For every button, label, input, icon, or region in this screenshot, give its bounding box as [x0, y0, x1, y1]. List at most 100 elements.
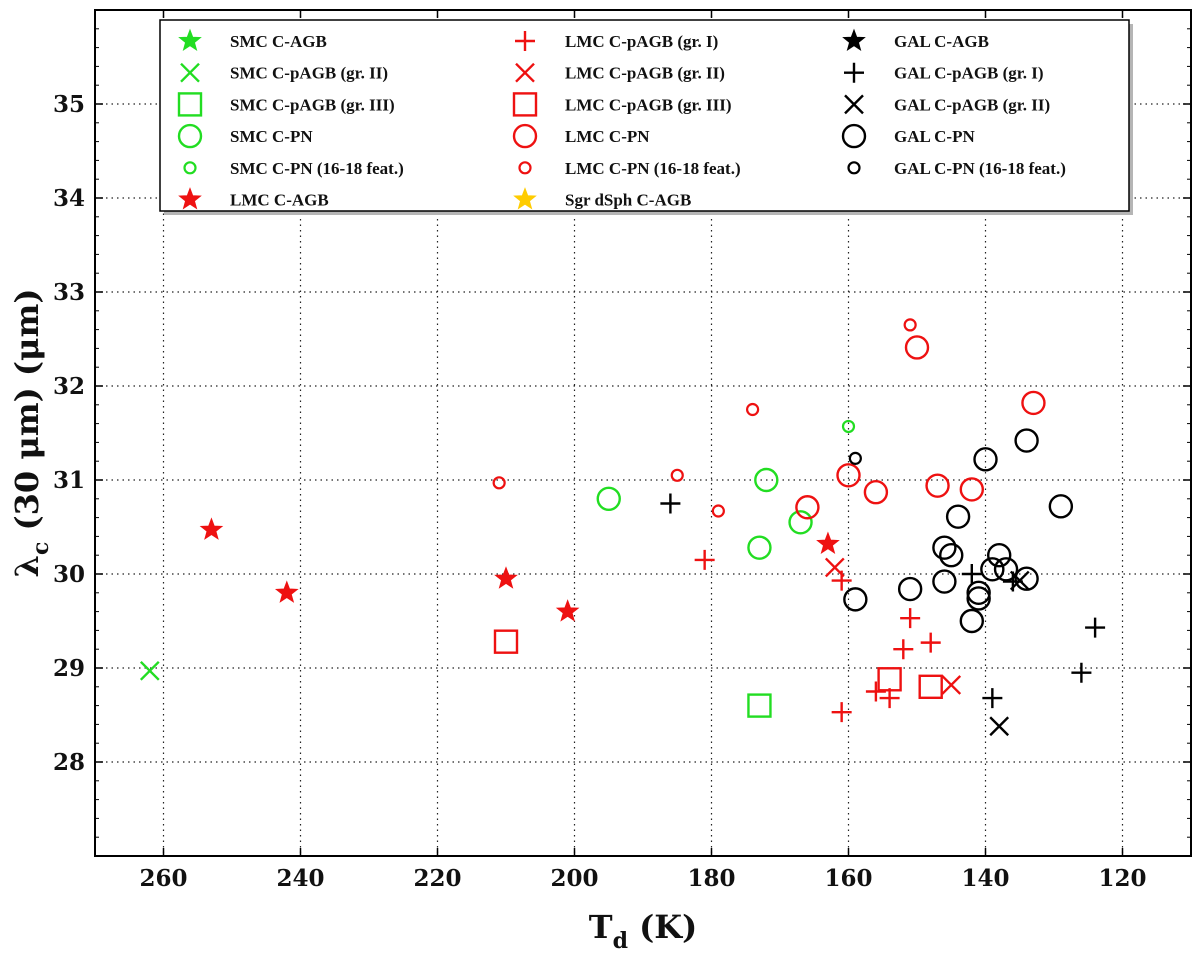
data-point — [274, 580, 299, 603]
legend-marker — [183, 161, 197, 175]
legend-marker — [513, 187, 537, 210]
data-point — [959, 477, 984, 502]
data-point — [841, 419, 856, 434]
legend-marker — [178, 187, 202, 210]
x-tick-label: 140 — [961, 865, 1009, 892]
legend-label: LMC C-PN (16-18 feat.) — [565, 159, 741, 178]
data-point — [139, 660, 160, 681]
data-point — [877, 667, 902, 692]
legend-marker — [177, 92, 203, 117]
x-tick-label: 200 — [550, 865, 598, 892]
data-point — [843, 587, 868, 612]
data-point — [492, 476, 506, 490]
legend-label: SMC C-PN (16-18 feat.) — [230, 159, 404, 178]
legend-label: SMC C-pAGB (gr. II) — [230, 64, 388, 83]
data-point — [1009, 570, 1030, 591]
data-point — [795, 495, 820, 520]
data-point — [848, 451, 862, 465]
data-point — [863, 480, 889, 505]
data-point — [1071, 662, 1092, 683]
data-point — [973, 447, 998, 472]
y-tick-label: 31 — [53, 467, 85, 494]
data-point — [993, 557, 1019, 582]
legend-label: SMC C-AGB — [230, 32, 327, 51]
data-point — [1021, 390, 1046, 416]
legend-marker — [847, 161, 861, 175]
y-tick-label: 29 — [53, 655, 85, 682]
y-tick-label: 34 — [53, 185, 85, 212]
data-point — [1085, 617, 1106, 638]
legend-marker — [515, 31, 535, 51]
data-point — [961, 564, 982, 584]
data-point — [959, 608, 984, 634]
plot-frame — [94, 9, 1192, 857]
data-point — [199, 517, 224, 540]
data-point — [788, 510, 813, 535]
data-point — [865, 681, 886, 702]
y-axis-label: λc (30 μm) (μm) — [8, 289, 54, 578]
legend-label: LMC C-pAGB (gr. II) — [565, 64, 725, 83]
data-point — [493, 629, 519, 654]
data-point — [711, 504, 725, 518]
data-point — [660, 493, 681, 514]
data-point — [987, 543, 1012, 568]
y-tick-label: 35 — [53, 91, 85, 118]
data-point — [903, 318, 917, 332]
data-point — [893, 639, 914, 660]
data-point — [747, 693, 772, 718]
legend-marker — [844, 62, 864, 83]
data-point — [836, 463, 861, 488]
legend-label: LMC C-pAGB (gr. I) — [565, 32, 718, 51]
legend-box — [159, 19, 1130, 212]
y-tick-label: 32 — [53, 373, 85, 400]
x-tick-label: 120 — [1098, 865, 1146, 892]
data-point — [980, 557, 1005, 582]
legend-marker — [515, 62, 535, 83]
data-point — [900, 608, 921, 629]
data-point — [1014, 428, 1039, 453]
data-point — [831, 702, 852, 723]
data-point — [745, 402, 760, 417]
legend-label: Sgr dSph C-AGB — [565, 191, 691, 210]
legend-label: LMC C-AGB — [230, 191, 329, 210]
legend-marker — [844, 94, 864, 115]
data-point — [747, 535, 772, 560]
x-tick-label: 220 — [413, 865, 461, 892]
legend: SMC C-AGB SMC C-pAGB (gr. II) SMC C-pAGB (… — [159, 19, 1133, 215]
x-tick-label: 180 — [687, 865, 735, 892]
data-point — [897, 576, 923, 602]
legend-label: GAL C-pAGB (gr. I) — [894, 64, 1044, 83]
legend-label: GAL C-AGB — [894, 32, 989, 51]
legend-marker — [512, 92, 538, 117]
legend-label: LMC C-PN — [565, 127, 650, 146]
data-points — [139, 318, 1106, 737]
legend-marker — [178, 28, 202, 52]
data-point — [555, 599, 580, 622]
data-point — [1014, 566, 1039, 591]
data-point — [966, 580, 991, 605]
data-point — [989, 716, 1010, 737]
data-point — [941, 675, 962, 695]
legend-label: GAL C-PN (16-18 feat.) — [894, 159, 1066, 178]
data-point — [494, 566, 518, 589]
data-point — [918, 674, 943, 699]
data-point — [754, 467, 779, 493]
x-tick-label: 240 — [276, 865, 324, 892]
data-point — [966, 586, 991, 611]
legend-label: SMC C-pAGB (gr. III) — [230, 95, 395, 114]
data-point — [694, 549, 715, 570]
legend-marker — [518, 161, 532, 175]
data-point — [816, 531, 840, 554]
legend-marker — [180, 62, 200, 83]
data-point — [824, 557, 845, 578]
data-point — [925, 473, 950, 498]
x-axis-label: Td (K) — [589, 908, 697, 954]
y-tick-label: 30 — [53, 561, 85, 588]
data-point — [920, 632, 941, 653]
legend-marker — [841, 123, 867, 149]
data-point — [945, 504, 971, 529]
data-point — [670, 468, 684, 482]
legend-label: GAL C-PN — [894, 127, 975, 146]
legend-marker — [842, 28, 866, 52]
